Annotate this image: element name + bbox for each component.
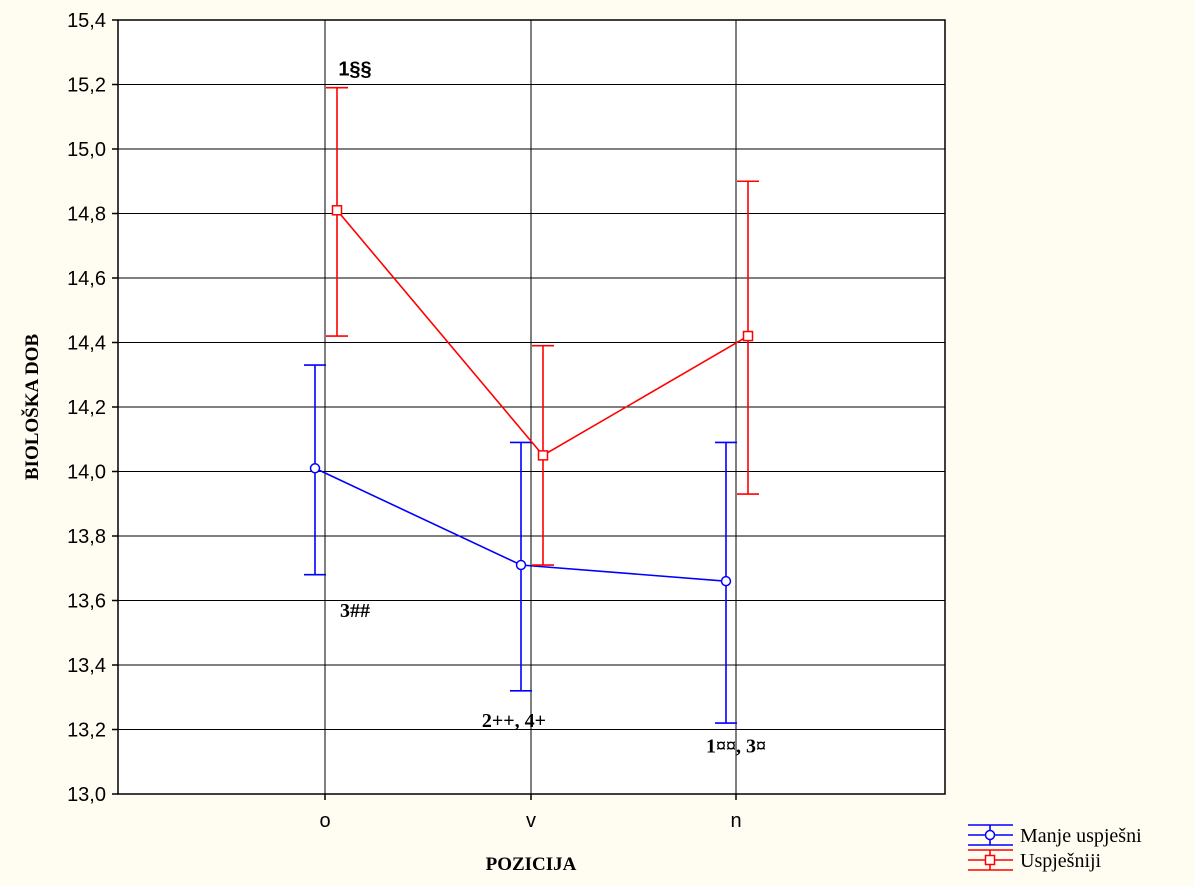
data-point-circle — [515, 559, 527, 571]
y-tick-label: 13,4 — [67, 655, 106, 677]
annotation-label: 2++, 4+ — [482, 710, 546, 732]
legend-marker-circle — [984, 829, 996, 841]
y-tick-label: 13,8 — [67, 526, 106, 548]
data-point-square — [742, 330, 754, 342]
y-tick-label: 13,6 — [67, 591, 106, 613]
y-tick-label: 14,6 — [67, 268, 106, 290]
x-axis-title: POZICIJA — [486, 854, 577, 875]
y-tick-label: 13,2 — [67, 720, 106, 742]
grid-lines — [118, 20, 945, 794]
annotation-label: 3## — [340, 600, 370, 622]
legend-item-manje-uspjesni: Manje uspješni — [968, 824, 1142, 847]
y-tick-label: 15,4 — [67, 10, 106, 32]
y-tick-label: 15,0 — [67, 139, 106, 161]
legend: Manje uspješni Uspješniji — [968, 824, 1142, 872]
annotation-label: 1§§ — [338, 58, 371, 80]
legend-label: Uspješniji — [1020, 850, 1102, 872]
series-uspjesniji — [326, 86, 759, 566]
y-tick-label: 13,0 — [67, 784, 106, 806]
y-axis: 13,0 13,2 13,4 13,6 13,8 14,0 14,2 14,4 14,6 14,8… — [67, 10, 118, 806]
y-tick-label: 14,2 — [67, 397, 106, 419]
data-point-square — [537, 450, 549, 461]
legend-marker-square — [984, 854, 996, 866]
y-tick-label: 14,8 — [67, 204, 106, 226]
y-tick-label: 14,0 — [67, 462, 106, 484]
y-tick-label: 15,2 — [67, 75, 106, 97]
annotations: 1§§ 3## 2++, 4+ 1¤¤, 3¤ — [338, 58, 766, 757]
y-tick-label: 14,4 — [67, 333, 106, 355]
legend-item-uspjesniji: Uspješniji — [968, 849, 1102, 872]
data-point-square — [331, 205, 343, 216]
x-tick-label: v — [526, 810, 536, 832]
series-layer — [304, 86, 759, 724]
data-point-circle — [720, 575, 732, 587]
annotation-label: 1¤¤, 3¤ — [706, 736, 766, 758]
series-manje-uspjesni — [304, 364, 737, 724]
y-axis-title: BIOLOŠKA DOB — [21, 334, 43, 481]
data-point-circle — [309, 463, 321, 474]
x-tick-label: o — [319, 810, 330, 832]
legend-label: Manje uspješni — [1020, 825, 1142, 847]
x-tick-label: n — [730, 810, 741, 832]
